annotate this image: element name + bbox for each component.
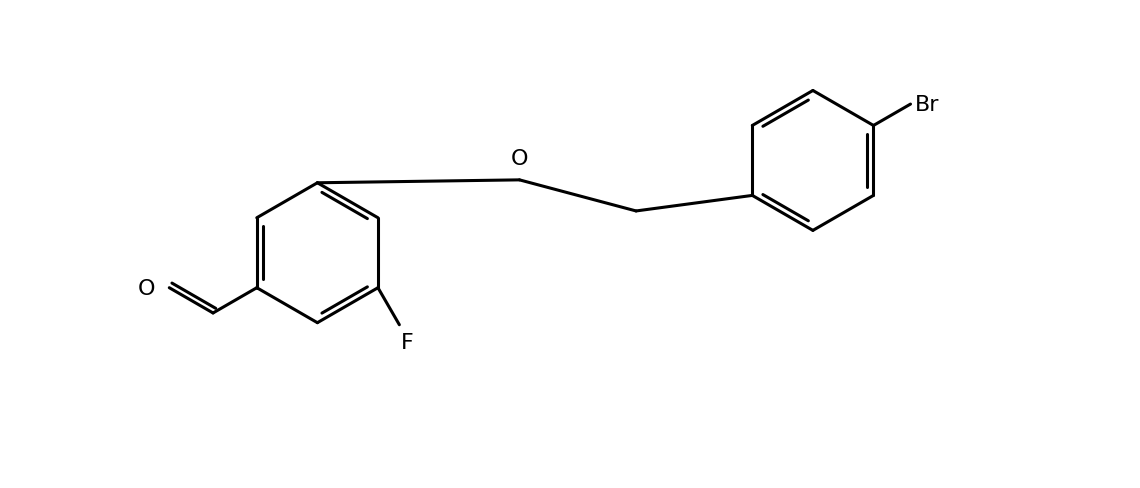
Text: O: O <box>511 149 528 169</box>
Text: F: F <box>401 332 414 352</box>
Text: Br: Br <box>914 95 939 115</box>
Text: O: O <box>138 278 156 298</box>
